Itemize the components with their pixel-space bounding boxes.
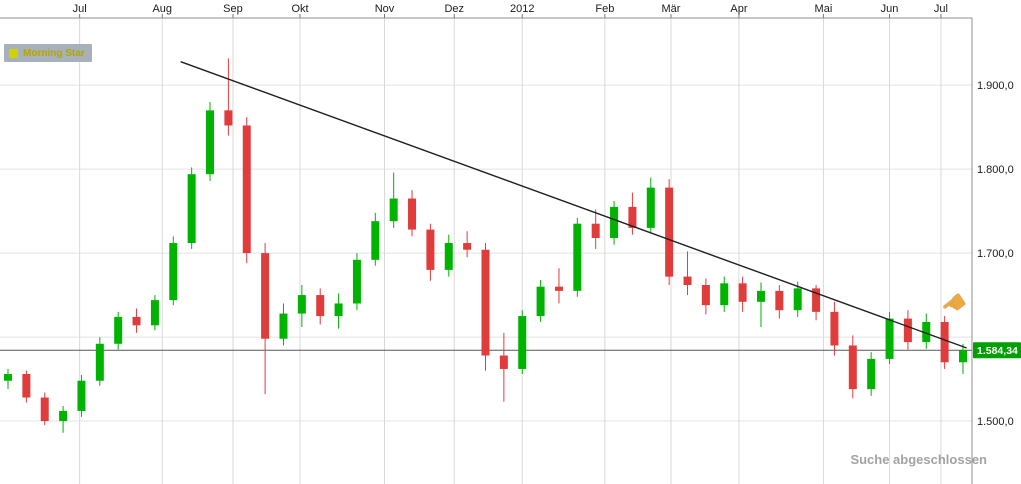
candle-body: [352, 259, 361, 304]
candle-body: [940, 321, 949, 363]
candle-body: [793, 288, 802, 311]
candle-body: [297, 295, 306, 314]
status-text: Suche abgeschlossen: [850, 452, 987, 467]
candle-body: [316, 295, 325, 317]
y-axis-label: 1.800,0: [977, 164, 1014, 176]
candle-body: [114, 316, 123, 344]
month-label: Apr: [730, 3, 747, 15]
candle-body: [738, 283, 747, 302]
candle-body: [610, 206, 619, 238]
candle-body: [830, 311, 839, 346]
candle-body: [169, 243, 178, 301]
candle-body: [481, 249, 490, 356]
candle-body: [720, 283, 729, 306]
month-label: Jul: [934, 3, 948, 15]
candle-body: [224, 110, 233, 126]
candle-body: [573, 223, 582, 291]
candle-body: [4, 374, 12, 381]
candle-body: [775, 290, 784, 311]
candle-body: [408, 198, 417, 230]
month-label: Jul: [73, 3, 87, 15]
candle-body: [371, 221, 380, 260]
legend-label: Morning Star: [23, 47, 85, 59]
month-label: Feb: [595, 3, 614, 15]
candle-body: [187, 174, 196, 244]
candle-body: [701, 285, 710, 306]
price-badge-text: 1.584,34: [977, 345, 1018, 357]
candle-body: [279, 313, 288, 339]
candle-body: [646, 187, 655, 228]
candle-body: [444, 243, 453, 270]
candle-body: [591, 223, 600, 238]
month-label: Jun: [881, 3, 899, 15]
candle-body: [22, 374, 31, 398]
candle-body: [463, 243, 472, 250]
candle-body: [665, 187, 674, 277]
month-label: 2012: [510, 3, 534, 15]
month-label: Okt: [291, 3, 308, 15]
candle-body: [426, 229, 435, 270]
candle-body: [867, 358, 876, 390]
candle-body: [242, 125, 251, 254]
candle-body: [812, 288, 821, 312]
candle-body: [536, 286, 545, 317]
legend-morning-star: Morning Star: [4, 44, 92, 62]
price-badge: [973, 342, 1021, 359]
candle-body: [628, 206, 637, 228]
month-label: Dez: [444, 3, 464, 15]
candle-body: [334, 303, 343, 317]
candle-body: [206, 110, 215, 175]
candle-body: [150, 300, 159, 326]
y-axis-label: 1.500,0: [977, 416, 1014, 428]
candle-body: [848, 345, 857, 390]
y-axis-label: 1.700,0: [977, 248, 1014, 260]
y-axis-label: 1.900,0: [977, 80, 1014, 92]
candle-body: [885, 318, 894, 359]
candle-body: [903, 318, 912, 343]
candle-body: [683, 276, 692, 286]
month-label: Mai: [815, 3, 833, 15]
candle-body: [77, 380, 86, 411]
candle-body: [554, 286, 563, 291]
candle-body: [40, 397, 49, 422]
candle-body: [518, 316, 527, 369]
legend-swatch-icon: [9, 48, 18, 58]
month-label: Nov: [375, 3, 395, 15]
candle-body: [261, 253, 270, 339]
candle-body: [59, 410, 68, 422]
candle-body: [922, 321, 931, 343]
candle-body: [95, 343, 104, 381]
month-label: Aug: [152, 3, 172, 15]
candle-body: [499, 355, 508, 369]
trendline: [180, 61, 967, 349]
month-label: Mär: [662, 3, 681, 15]
candle-body: [132, 316, 141, 326]
candle-body: [389, 198, 398, 222]
month-label: Sep: [223, 3, 243, 15]
candle-body: [756, 290, 765, 302]
candle-body: [959, 350, 967, 363]
